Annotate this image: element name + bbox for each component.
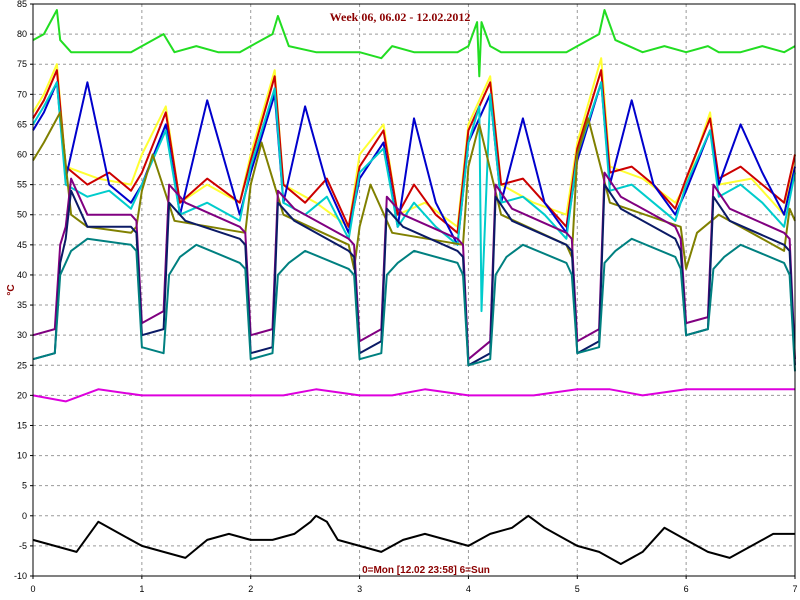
series-line-6 <box>32 111 796 270</box>
y-tick-label: 65 <box>17 119 27 129</box>
x-tick-label: 2 <box>248 584 253 594</box>
y-tick-label: 55 <box>17 180 27 190</box>
x-axis-label: 0=Mon [12.02 23:58] 6=Sun <box>362 565 490 576</box>
x-tick-label: 7 <box>792 584 797 594</box>
y-tick-label: 40 <box>17 270 27 280</box>
x-tick-label: 4 <box>466 584 471 594</box>
y-tick-label: 25 <box>17 360 27 370</box>
y-tick-label: 5 <box>22 481 27 491</box>
series-group <box>32 9 796 565</box>
series-line-3 <box>32 69 796 234</box>
x-tick-label: 5 <box>575 584 580 594</box>
y-tick-label: 75 <box>17 59 27 69</box>
y-tick-label: 85 <box>17 0 27 9</box>
series-line-10 <box>32 388 795 403</box>
y-tick-label: 50 <box>17 210 27 220</box>
series-line-9 <box>32 237 796 372</box>
series-line-1 <box>32 9 796 78</box>
y-tick-label: -5 <box>19 541 27 551</box>
y-tick-label: 0 <box>22 511 27 521</box>
chart-title: Week 06, 06.02 - 12.02.2012 <box>330 10 471 24</box>
y-tick-label: 35 <box>17 300 27 310</box>
y-tick-label: 10 <box>17 451 27 461</box>
x-tick-label: 3 <box>357 584 362 594</box>
y-tick-label: 80 <box>17 29 27 39</box>
y-tick-label: -10 <box>14 571 27 581</box>
y-tick-label: 20 <box>17 390 27 400</box>
plot-frame <box>32 3 796 577</box>
series-line-11 <box>32 514 795 565</box>
y-tick-label: 15 <box>17 420 27 430</box>
y-tick-label: 30 <box>17 330 27 340</box>
y-tick-label: 70 <box>17 89 27 99</box>
y-tick-label: 60 <box>17 150 27 160</box>
y-axis-ticks: -10 -5 0 5 10 15 20 25 30 35 40 45 50 55 60 65 70 75 80 85 <box>14 0 33 581</box>
y-axis-label: °C <box>6 284 17 295</box>
x-tick-label: 1 <box>139 584 144 594</box>
x-tick-label: 6 <box>684 584 689 594</box>
grid <box>33 4 795 576</box>
y-tick-label: 45 <box>17 240 27 250</box>
plot-background <box>33 4 795 576</box>
x-tick-label: 0 <box>30 584 35 594</box>
x-axis-ticks: 0 1 2 3 4 5 6 7 <box>30 576 798 594</box>
